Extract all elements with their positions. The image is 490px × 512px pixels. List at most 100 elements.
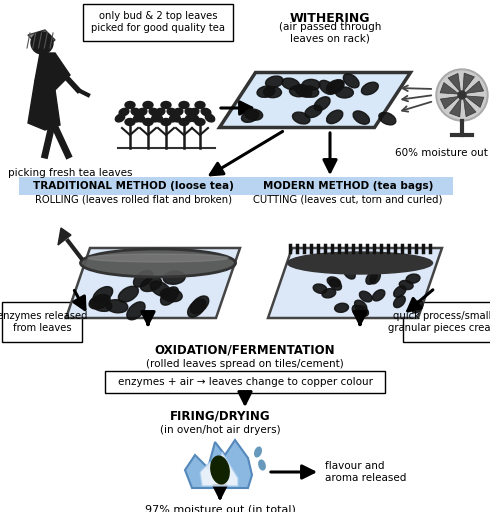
Ellipse shape: [80, 249, 236, 277]
Text: OXIDATION/FERMENTATION: OXIDATION/FERMENTATION: [155, 344, 335, 356]
Ellipse shape: [151, 114, 161, 122]
Ellipse shape: [356, 306, 368, 316]
Ellipse shape: [89, 294, 110, 309]
Ellipse shape: [172, 114, 181, 122]
Ellipse shape: [201, 109, 211, 116]
FancyBboxPatch shape: [19, 177, 247, 195]
Ellipse shape: [255, 447, 261, 457]
Ellipse shape: [412, 301, 423, 313]
Ellipse shape: [167, 109, 177, 116]
Text: (in oven/hot air dryers): (in oven/hot air dryers): [160, 425, 280, 435]
Circle shape: [458, 91, 466, 99]
Ellipse shape: [343, 267, 355, 279]
Ellipse shape: [257, 86, 275, 97]
Text: TRADITIONAL METHOD (loose tea): TRADITIONAL METHOD (loose tea): [32, 181, 233, 191]
Ellipse shape: [125, 101, 135, 109]
Ellipse shape: [393, 296, 405, 308]
Ellipse shape: [185, 114, 195, 122]
Ellipse shape: [119, 286, 138, 302]
Ellipse shape: [282, 78, 299, 90]
Ellipse shape: [161, 101, 171, 109]
Polygon shape: [440, 82, 459, 94]
Ellipse shape: [335, 303, 348, 312]
Ellipse shape: [161, 287, 178, 305]
Text: only bud & 2 top leaves
picked for good quality tea: only bud & 2 top leaves picked for good …: [91, 11, 225, 33]
Ellipse shape: [137, 109, 147, 116]
Ellipse shape: [288, 252, 433, 274]
Text: 97% moisture out (in total): 97% moisture out (in total): [145, 505, 295, 512]
Ellipse shape: [189, 114, 198, 122]
Ellipse shape: [153, 114, 163, 122]
Ellipse shape: [242, 111, 259, 122]
Text: CUTTING (leaves cut, torn and curled): CUTTING (leaves cut, torn and curled): [253, 195, 442, 205]
Text: FIRING/DRYING: FIRING/DRYING: [170, 410, 270, 422]
Polygon shape: [28, 30, 55, 50]
Ellipse shape: [293, 112, 310, 124]
Ellipse shape: [155, 109, 165, 116]
Ellipse shape: [211, 456, 229, 484]
Ellipse shape: [328, 80, 344, 94]
Text: 60% moisture out: 60% moisture out: [395, 148, 488, 158]
Text: ROLLING (leaves rolled flat and broken): ROLLING (leaves rolled flat and broken): [34, 195, 231, 205]
Ellipse shape: [314, 97, 330, 111]
Ellipse shape: [185, 109, 195, 116]
Ellipse shape: [141, 277, 162, 291]
Polygon shape: [450, 98, 461, 117]
Ellipse shape: [143, 101, 153, 109]
Circle shape: [31, 32, 53, 54]
Ellipse shape: [160, 288, 182, 302]
Ellipse shape: [188, 299, 206, 317]
Ellipse shape: [399, 281, 413, 290]
Ellipse shape: [326, 110, 343, 123]
Ellipse shape: [326, 80, 343, 93]
Circle shape: [438, 71, 486, 119]
Polygon shape: [35, 53, 70, 90]
Ellipse shape: [264, 87, 282, 98]
Ellipse shape: [362, 82, 378, 95]
Ellipse shape: [133, 114, 143, 122]
Polygon shape: [185, 440, 252, 488]
Ellipse shape: [359, 291, 372, 302]
Ellipse shape: [119, 109, 129, 116]
Ellipse shape: [150, 281, 171, 296]
Polygon shape: [220, 73, 411, 127]
Ellipse shape: [366, 272, 377, 284]
Ellipse shape: [302, 79, 320, 91]
Ellipse shape: [161, 118, 171, 125]
Polygon shape: [465, 96, 484, 108]
Ellipse shape: [335, 87, 353, 98]
Polygon shape: [463, 73, 474, 92]
FancyBboxPatch shape: [2, 302, 82, 342]
Polygon shape: [200, 452, 238, 486]
Ellipse shape: [295, 84, 312, 97]
Ellipse shape: [329, 279, 342, 290]
FancyBboxPatch shape: [403, 302, 490, 342]
Ellipse shape: [195, 118, 205, 125]
Polygon shape: [441, 96, 459, 109]
Text: MODERN METHOD (tea bags): MODERN METHOD (tea bags): [263, 181, 433, 191]
Ellipse shape: [353, 111, 369, 124]
Ellipse shape: [91, 297, 112, 311]
Text: WITHERING: WITHERING: [290, 11, 370, 25]
Ellipse shape: [115, 114, 124, 122]
Ellipse shape: [322, 289, 336, 298]
Polygon shape: [58, 228, 71, 245]
Ellipse shape: [131, 109, 141, 116]
Ellipse shape: [179, 101, 189, 109]
Ellipse shape: [135, 114, 145, 122]
Ellipse shape: [106, 300, 128, 313]
Text: quick process/smaller
granular pieces created: quick process/smaller granular pieces cr…: [388, 311, 490, 333]
Ellipse shape: [125, 118, 135, 125]
Ellipse shape: [143, 118, 153, 125]
Ellipse shape: [393, 286, 406, 297]
Ellipse shape: [319, 80, 335, 94]
Ellipse shape: [189, 109, 199, 116]
Ellipse shape: [379, 112, 396, 125]
Ellipse shape: [370, 271, 380, 284]
Polygon shape: [66, 248, 240, 318]
Ellipse shape: [290, 86, 308, 97]
Ellipse shape: [163, 271, 185, 284]
Polygon shape: [465, 81, 484, 94]
Ellipse shape: [406, 274, 420, 283]
Ellipse shape: [195, 101, 205, 109]
